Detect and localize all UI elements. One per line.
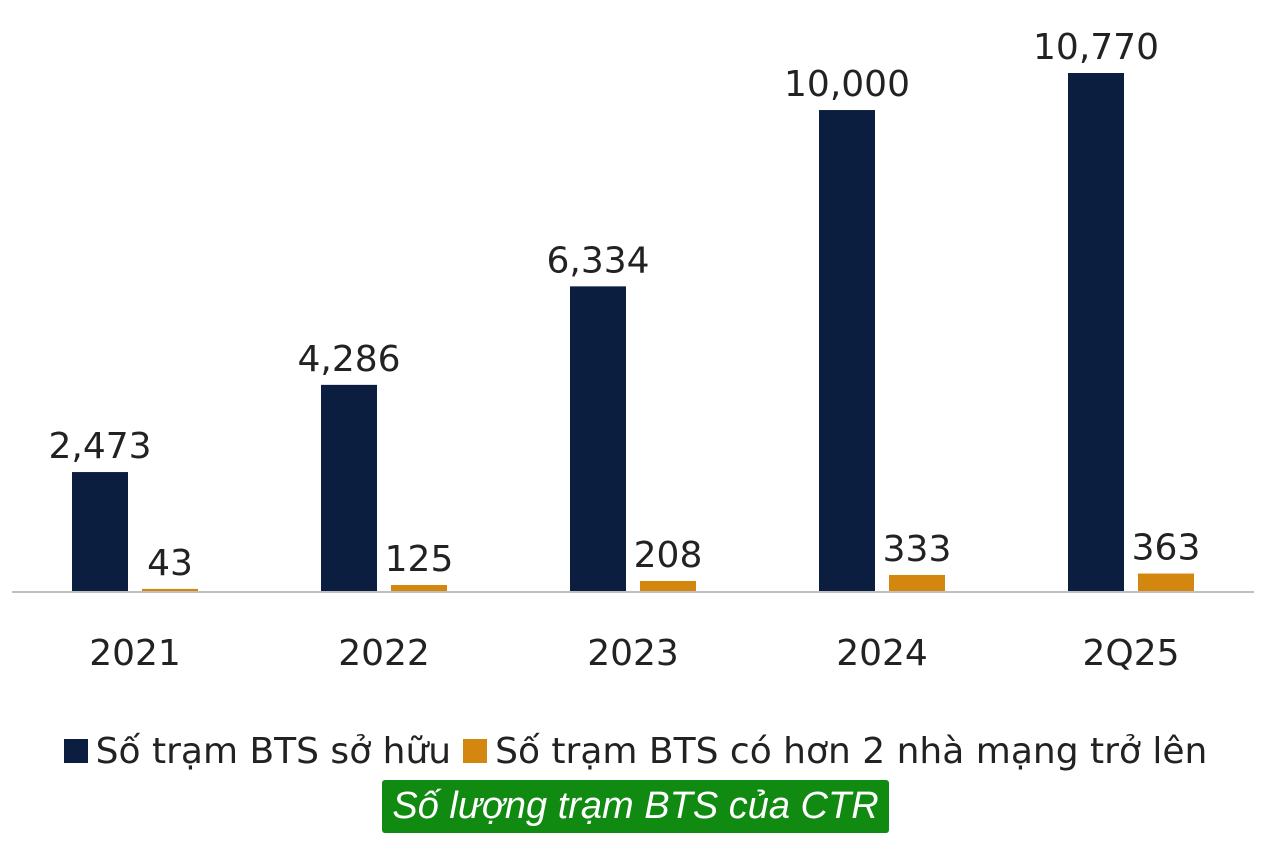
bar-shared-2021	[142, 588, 198, 591]
bar-shared-2Q25	[1138, 573, 1194, 591]
data-label-shared-2Q25: 363	[1132, 528, 1201, 569]
data-label-shared-2022: 125	[385, 539, 454, 580]
bar-chart: 2,473 43 4,286 125 6,334 208 10,000 333 10,770 36…	[12, 27, 1254, 674]
legend: Số trạm BTS sở hữu Số trạm BTS có hơn 2 …	[0, 726, 1271, 776]
legend-swatch-shared	[463, 739, 488, 763]
data-label-owned-2Q25: 10,770	[1033, 27, 1159, 68]
data-label-owned-2024: 10,000	[784, 64, 910, 105]
bar-owned-2023	[570, 286, 626, 591]
data-label-owned-2021: 2,473	[48, 426, 151, 467]
bars-layer	[72, 73, 1194, 591]
x-tick-label-2022: 2022	[338, 633, 430, 674]
caption-container: Số lượng trạm BTS của CTR	[0, 780, 1271, 833]
data-label-shared-2023: 208	[634, 535, 703, 576]
bar-owned-2Q25	[1068, 73, 1124, 591]
x-tick-label-2Q25: 2Q25	[1082, 633, 1179, 674]
legend-item-owned: Số trạm BTS sở hữu	[63, 730, 452, 772]
x-tick-label-2021: 2021	[89, 633, 181, 674]
bar-shared-2022	[391, 584, 447, 591]
bar-shared-2024	[889, 574, 945, 591]
legend-swatch-owned	[63, 739, 88, 763]
bar-shared-2023	[640, 580, 696, 591]
bar-owned-2024	[819, 110, 875, 591]
bar-owned-2021	[72, 472, 128, 591]
data-label-shared-2024: 333	[883, 529, 952, 570]
bar-owned-2022	[321, 384, 377, 591]
x-tick-labels: 2021 2022 2023 2024 2Q25	[89, 633, 1179, 674]
data-label-owned-2022: 4,286	[297, 339, 400, 380]
legend-item-shared: Số trạm BTS có hơn 2 nhà mạng trở lên	[463, 731, 1207, 772]
chart-caption: Số lượng trạm BTS của CTR	[382, 780, 889, 833]
x-tick-label-2023: 2023	[587, 633, 679, 674]
labels-layer: 2,473 43 4,286 125 6,334 208 10,000 333 10,770 36…	[48, 27, 1200, 584]
legend-label-owned: Số trạm BTS sở hữu	[95, 730, 452, 772]
data-label-shared-2021: 43	[147, 543, 193, 584]
data-label-owned-2023: 6,334	[546, 240, 649, 281]
legend-label-shared: Số trạm BTS có hơn 2 nhà mạng trở lên	[495, 730, 1208, 772]
x-tick-label-2024: 2024	[836, 633, 928, 674]
